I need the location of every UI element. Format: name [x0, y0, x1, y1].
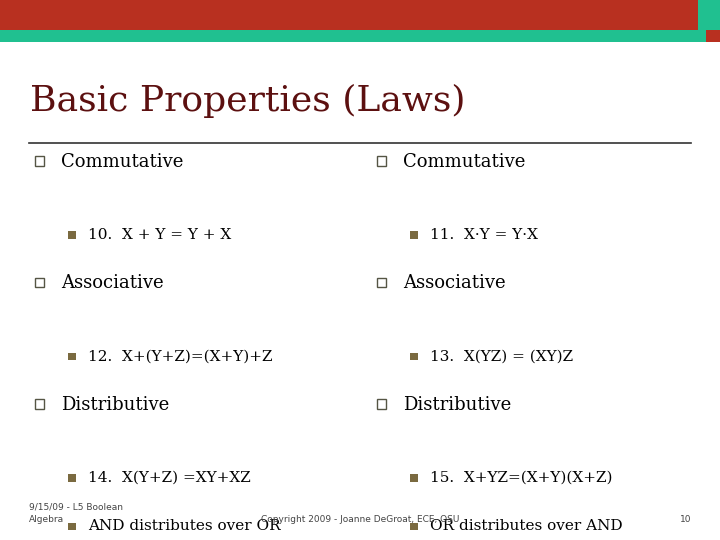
- Text: 15.  X+YZ=(X+Y)(X+Z): 15. X+YZ=(X+Y)(X+Z): [430, 471, 612, 485]
- Text: Commutative: Commutative: [403, 153, 526, 171]
- Text: Commutative: Commutative: [61, 153, 184, 171]
- Bar: [35, 278, 45, 287]
- Text: Copyright 2009 - Joanne DeGroat, ECE, OSU: Copyright 2009 - Joanne DeGroat, ECE, OS…: [261, 515, 459, 524]
- Text: 10: 10: [680, 515, 691, 524]
- Bar: [377, 278, 387, 287]
- Text: Associative: Associative: [403, 274, 506, 293]
- Bar: [410, 523, 418, 530]
- Text: Distributive: Distributive: [403, 396, 511, 414]
- Bar: [68, 474, 76, 482]
- Bar: [706, 30, 720, 42]
- Bar: [377, 156, 387, 165]
- Text: 11.  X·Y = Y·X: 11. X·Y = Y·X: [430, 228, 538, 242]
- Bar: [698, 0, 720, 30]
- Text: 12.  X+(Y+Z)=(X+Y)+Z: 12. X+(Y+Z)=(X+Y)+Z: [88, 349, 272, 363]
- Text: Distributive: Distributive: [61, 396, 169, 414]
- Bar: [410, 353, 418, 360]
- Bar: [35, 156, 45, 165]
- Bar: [0, 0, 698, 30]
- Text: 14.  X(Y+Z) =XY+XZ: 14. X(Y+Z) =XY+XZ: [88, 471, 251, 485]
- Text: Basic Properties (Laws): Basic Properties (Laws): [30, 84, 466, 118]
- Text: 10.  X + Y = Y + X: 10. X + Y = Y + X: [88, 228, 231, 242]
- Text: OR distributes over AND: OR distributes over AND: [430, 519, 623, 534]
- Bar: [68, 353, 76, 360]
- Bar: [35, 399, 45, 409]
- Bar: [68, 231, 76, 239]
- Text: AND distributes over OR: AND distributes over OR: [88, 519, 281, 534]
- Bar: [410, 231, 418, 239]
- Bar: [410, 474, 418, 482]
- Text: 13.  X(YZ) = (XY)Z: 13. X(YZ) = (XY)Z: [430, 349, 573, 363]
- Text: Associative: Associative: [61, 274, 164, 293]
- Bar: [377, 399, 387, 409]
- Bar: [0, 30, 706, 42]
- Text: 9/15/09 - L5 Boolean
Algebra: 9/15/09 - L5 Boolean Algebra: [29, 503, 123, 524]
- Bar: [68, 523, 76, 530]
